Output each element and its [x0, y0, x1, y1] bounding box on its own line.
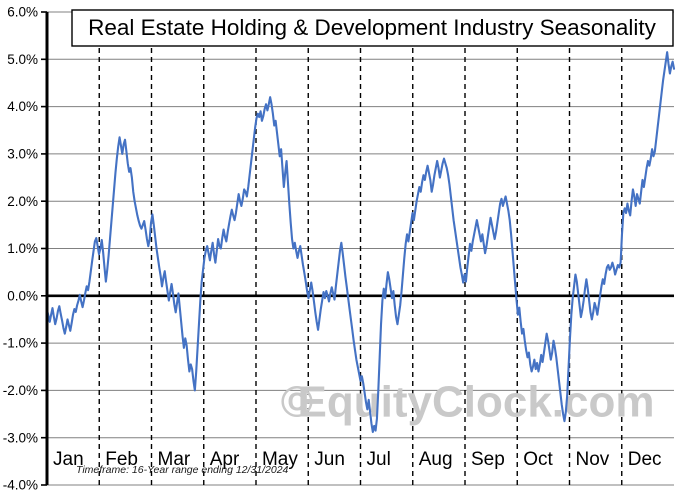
y-tick-label: 5.0%	[7, 52, 38, 67]
y-tick-label: 4.0%	[7, 99, 38, 114]
y-tick-label: -3.0%	[3, 430, 38, 445]
x-tick-label-jun: Jun	[314, 449, 345, 470]
y-tick-label: -4.0%	[3, 478, 38, 493]
watermark: © EquityClock.com	[281, 378, 655, 427]
title-label: Real Estate Holding & Development Indust…	[88, 15, 657, 40]
x-tick-label-feb: Feb	[105, 449, 138, 470]
y-tick-label: -1.0%	[3, 336, 38, 351]
y-tick-label: -2.0%	[3, 383, 38, 398]
y-tick-label: 3.0%	[7, 146, 38, 161]
y-tick-label: 1.0%	[7, 241, 38, 256]
watermark-label: EquityClock.com	[298, 378, 655, 427]
x-tick-label-jul: Jul	[367, 449, 391, 470]
x-tick-label-dec: Dec	[628, 449, 662, 470]
x-tick-label-nov: Nov	[575, 449, 609, 470]
x-tick-label-mar: Mar	[158, 449, 191, 470]
x-tick-label-may: May	[262, 449, 298, 470]
y-axis-tick-labels: 6.0% 5.0% 4.0% 3.0% 2.0% 1.0% 0.0% -1.0% -2.0% -3…	[3, 5, 38, 493]
chart-title: Real Estate Holding & Development Indust…	[71, 9, 674, 47]
y-tick-label: 6.0%	[7, 5, 38, 20]
y-axis-tick-marks	[41, 11, 47, 486]
x-tick-label-sep: Sep	[471, 449, 505, 470]
y-tick-label: 2.0%	[7, 194, 38, 209]
x-tick-label-jan: Jan	[53, 449, 84, 470]
x-tick-label-oct: Oct	[523, 449, 553, 470]
seasonality-line	[45, 51, 676, 434]
y-tick-label: 0.0%	[7, 288, 38, 303]
x-tick-label-apr: Apr	[210, 449, 240, 470]
title-box	[71, 9, 674, 47]
copyright-symbol: ©	[281, 378, 313, 427]
x-axis-month-labels: Jan Feb Mar Apr May Jun Jul Aug Sep Oct Nov Dec	[53, 449, 662, 470]
x-tick-label-aug: Aug	[419, 449, 453, 470]
timeframe-footnote: Timeframe: 16-Year range ending 12/31/20…	[76, 464, 289, 476]
